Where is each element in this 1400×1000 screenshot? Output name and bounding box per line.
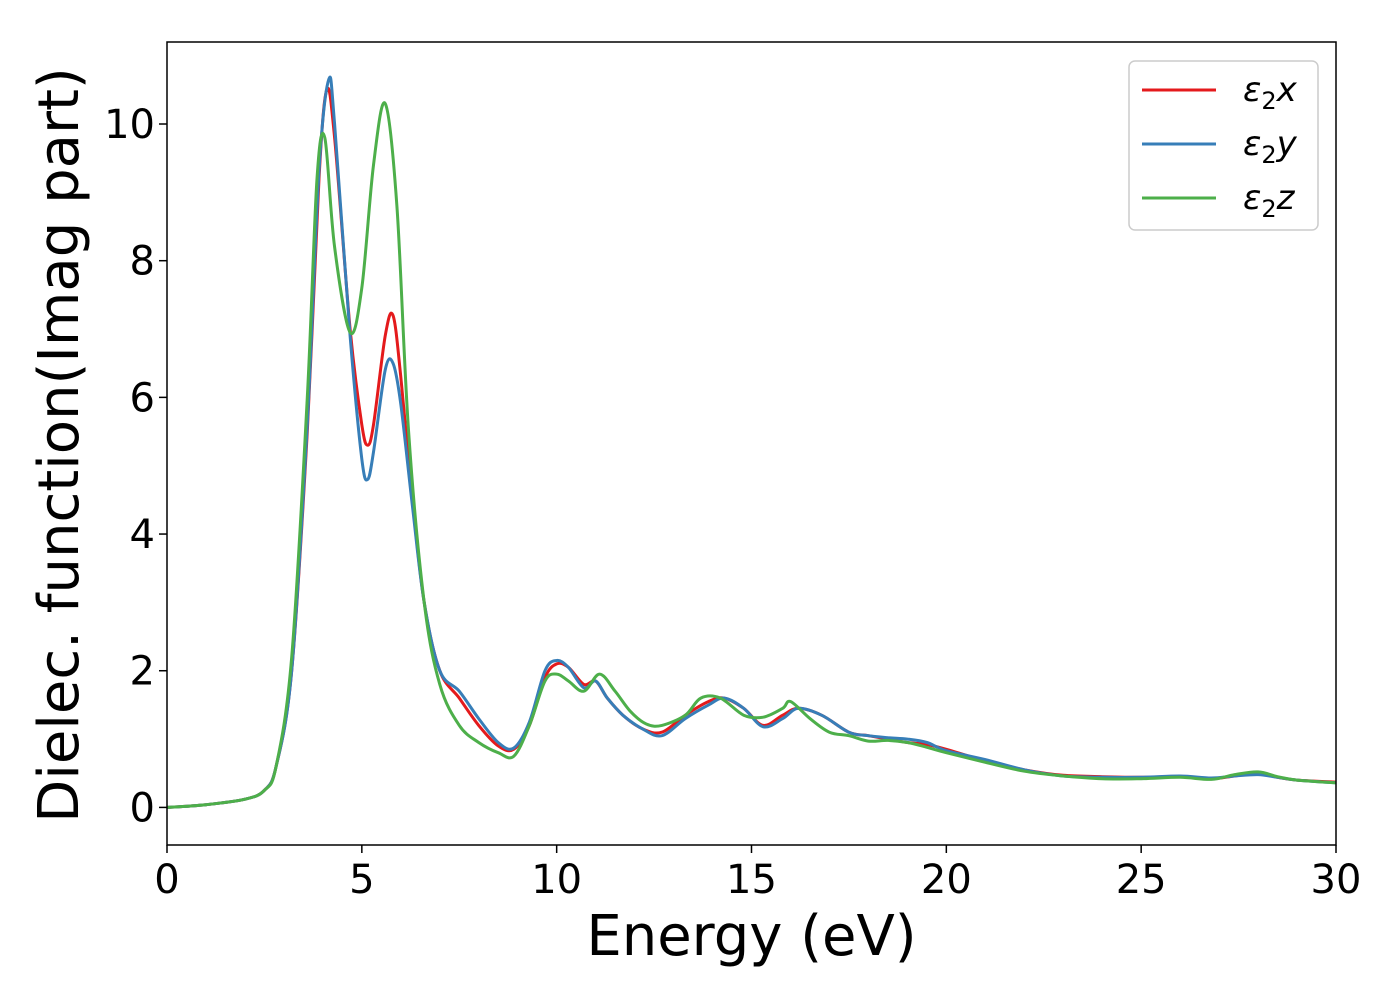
legend-label-base: ε bbox=[1243, 124, 1261, 164]
legend-label-suffix: x bbox=[1276, 70, 1298, 110]
legend-label-base: ε bbox=[1243, 178, 1261, 218]
x-axis: 0 5 10 15 20 25 30 bbox=[154, 845, 1361, 903]
x-axis-title: Energy (eV) bbox=[586, 904, 916, 969]
x-tick-label: 20 bbox=[921, 857, 972, 903]
legend-label-subscript: 2 bbox=[1261, 195, 1276, 223]
legend-label-x: ε2x bbox=[1243, 70, 1298, 115]
x-tick-label: 5 bbox=[349, 857, 374, 903]
y-tick-label: 0 bbox=[130, 785, 155, 831]
y-tick-label: 4 bbox=[130, 512, 155, 558]
x-tick-label: 0 bbox=[154, 857, 179, 903]
y-axis: 0 2 4 6 8 10 bbox=[104, 102, 167, 831]
x-tick-label: 15 bbox=[726, 857, 777, 903]
y-tick-label: 2 bbox=[130, 649, 155, 695]
y-axis-title: Dielec. function(Imag part) bbox=[27, 67, 92, 823]
legend-label-subscript: 2 bbox=[1261, 141, 1276, 169]
x-tick-label: 25 bbox=[1116, 857, 1167, 903]
series-line-y bbox=[167, 75, 1336, 809]
y-tick-label: 10 bbox=[104, 102, 155, 148]
legend-label-base: ε bbox=[1243, 70, 1261, 110]
x-tick-label: 10 bbox=[531, 857, 582, 903]
y-tick-label: 8 bbox=[130, 239, 155, 285]
x-tick-label: 30 bbox=[1311, 857, 1362, 903]
series-layer bbox=[167, 75, 1336, 809]
series-line-z bbox=[167, 101, 1336, 809]
legend-label-suffix: y bbox=[1276, 124, 1298, 164]
legend-label-subscript: 2 bbox=[1261, 87, 1276, 115]
legend-box bbox=[1128, 60, 1319, 231]
legend-label-z: ε2z bbox=[1243, 178, 1296, 223]
legend-label-suffix: z bbox=[1276, 178, 1296, 218]
y-tick-label: 6 bbox=[130, 375, 155, 421]
legend-label-y: ε2y bbox=[1243, 124, 1298, 169]
